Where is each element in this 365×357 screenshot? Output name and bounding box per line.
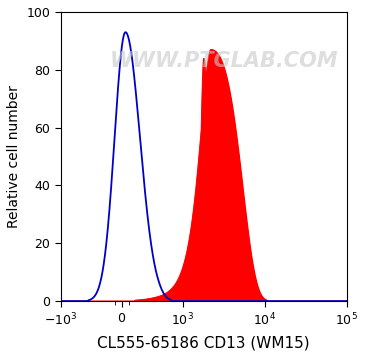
Y-axis label: Relative cell number: Relative cell number [7, 85, 21, 228]
Text: WWW.PTGLAB.COM: WWW.PTGLAB.COM [110, 51, 338, 71]
X-axis label: CL555-65186 CD13 (WM15): CL555-65186 CD13 (WM15) [97, 335, 310, 350]
